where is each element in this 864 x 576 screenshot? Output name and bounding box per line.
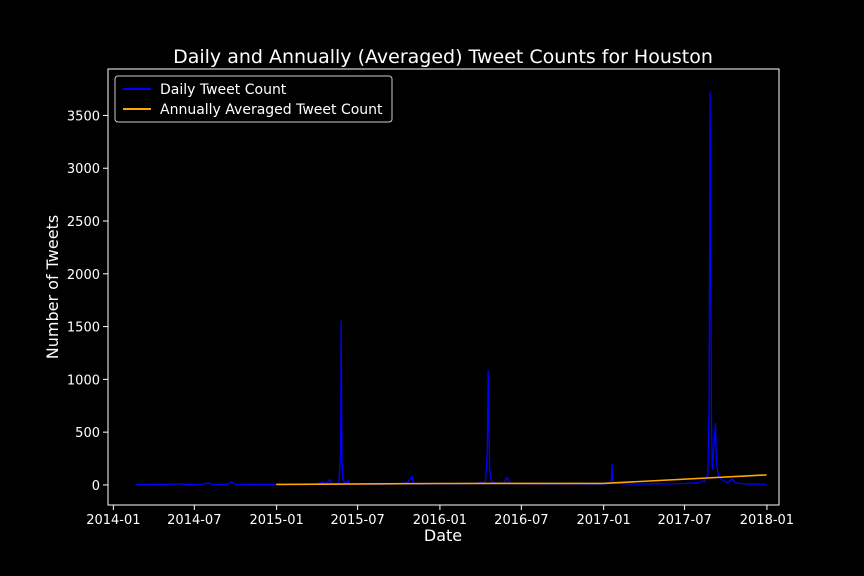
legend: Daily Tweet Count Annually Averaged Twee… bbox=[114, 75, 393, 123]
y-tick-label: 1500 bbox=[67, 321, 100, 336]
x-tick-label: 2018-01 bbox=[740, 513, 794, 528]
y-tick-label: 2000 bbox=[67, 268, 100, 283]
y-tick-label: 1000 bbox=[67, 373, 100, 388]
x-tick-label: 2014-07 bbox=[167, 513, 221, 528]
x-tick-label: 2017-07 bbox=[657, 513, 711, 528]
legend-label-daily: Daily Tweet Count bbox=[160, 82, 287, 98]
x-tick-label: 2014-01 bbox=[86, 513, 140, 528]
x-tick-label: 2015-01 bbox=[249, 513, 303, 528]
x-tick-label: 2017-01 bbox=[576, 513, 630, 528]
y-tick-label: 3000 bbox=[67, 162, 100, 177]
legend-label-annual: Annually Averaged Tweet Count bbox=[160, 102, 383, 118]
x-axis-title: Date bbox=[424, 526, 462, 545]
series-layer bbox=[135, 91, 767, 486]
plot-frame bbox=[107, 68, 780, 506]
x-tick-label: 2016-07 bbox=[494, 513, 548, 528]
series-line-daily bbox=[135, 91, 767, 486]
legend-box bbox=[114, 75, 393, 123]
x-tick-label: 2015-07 bbox=[330, 513, 384, 528]
y-axis-title: Number of Tweets bbox=[43, 215, 62, 359]
plot-area bbox=[107, 68, 780, 506]
x-axis: 2014-01 2014-07 2015-01 2015-07 2016-01 2016-… bbox=[86, 505, 794, 528]
y-tick-label: 0 bbox=[92, 479, 100, 494]
chart-title: Daily and Annually (Averaged) Tweet Coun… bbox=[173, 46, 713, 68]
x-tick-label: 2016-01 bbox=[413, 513, 467, 528]
y-tick-label: 500 bbox=[75, 426, 100, 441]
y-tick-label: 2500 bbox=[67, 215, 100, 230]
series-line-annual bbox=[276, 474, 767, 486]
y-tick-label: 3500 bbox=[67, 109, 100, 124]
y-axis: 0 500 1000 1500 2000 2500 3000 3500 bbox=[67, 109, 108, 494]
